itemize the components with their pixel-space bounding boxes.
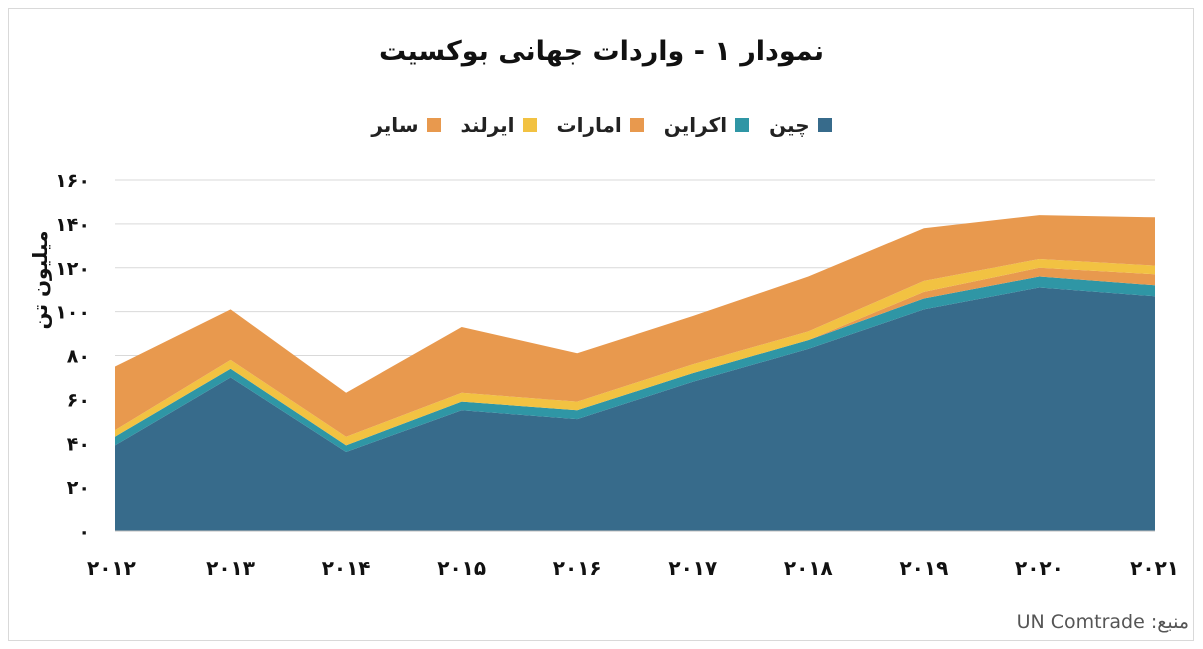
area-series-4	[115, 215, 1155, 437]
y-tick-label: ۶۰	[67, 389, 90, 411]
x-tick-label: ۲۰۱۴	[322, 556, 371, 580]
y-tick-label: ۲۰	[67, 477, 90, 499]
legend-label: اکراین	[663, 113, 728, 137]
y-tick-label: ۸۰	[67, 346, 90, 368]
x-tick-label: ۲۰۱۸	[784, 556, 833, 580]
y-tick-label: ۴۰	[67, 433, 90, 455]
x-tick-label: ۲۰۱۳	[206, 556, 255, 580]
legend-item: سایر	[371, 113, 441, 137]
legend-swatch	[522, 118, 537, 132]
y-tick-label: ۱۰۰	[55, 302, 90, 324]
legend-item: اکراین	[663, 113, 750, 137]
legend-item: ایرلند	[461, 113, 537, 137]
x-tick-label: ۲۰۲۱	[1130, 556, 1179, 580]
legend-label: چین	[769, 113, 810, 137]
legend-swatch	[426, 118, 441, 132]
y-tick-label: ۱۶۰	[55, 170, 90, 192]
legend-label: ایرلند	[460, 113, 515, 137]
x-tick-label: ۲۰۱۵	[437, 556, 486, 580]
legend-swatch	[735, 118, 750, 132]
x-tick-label: ۲۰۲۰	[1015, 556, 1064, 580]
x-tick-label: ۲۰۱۹	[899, 556, 948, 580]
y-tick-label: ۰	[78, 521, 90, 543]
source-note: منبع: UN Comtrade	[1016, 611, 1189, 633]
y-tick-label: ۱۲۰	[55, 258, 90, 280]
legend-item: امارات	[557, 113, 644, 137]
x-tick-label: ۲۰۱۲	[87, 556, 136, 580]
x-tick-label: ۲۰۱۶	[553, 556, 602, 580]
legend-label: امارات	[556, 113, 622, 137]
legend: چین اکراین امارات ایرلند سایر	[0, 113, 1203, 137]
chart-title: نمودار ۱ - واردات جهانی بوکسیت	[378, 36, 825, 67]
legend-swatch	[629, 118, 644, 132]
legend-item: چین	[769, 113, 832, 137]
legend-swatch	[817, 118, 832, 132]
x-tick-label: ۲۰۱۷	[668, 556, 717, 580]
area-series-0	[115, 287, 1155, 531]
y-tick-label: ۱۴۰	[55, 214, 90, 236]
legend-label: سایر	[371, 113, 419, 137]
